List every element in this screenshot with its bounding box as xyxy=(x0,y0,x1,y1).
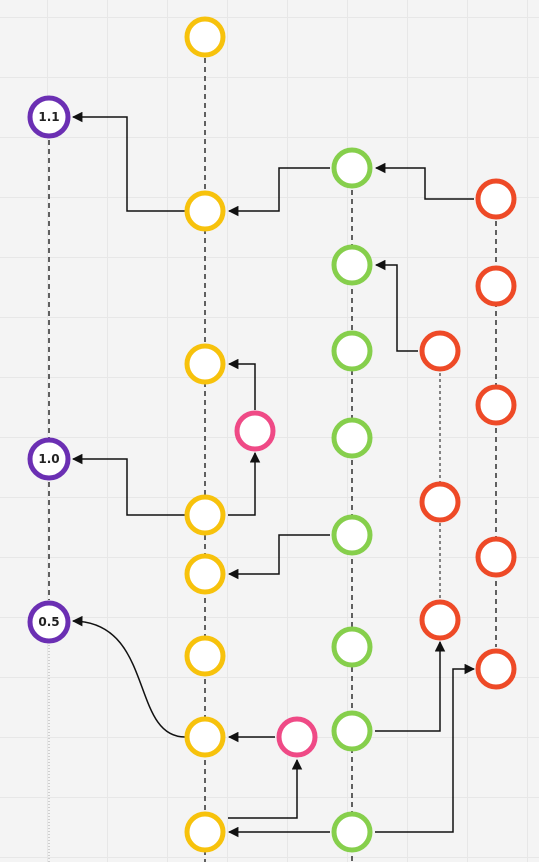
arrow-green-to-yellow xyxy=(227,167,330,217)
release-labels: 1.1 1.0 0.5 xyxy=(38,110,59,629)
branch-lines xyxy=(48,58,497,862)
merge-arrows xyxy=(71,111,476,838)
red-node xyxy=(419,330,461,372)
yellow-node xyxy=(184,811,226,853)
pink-node xyxy=(276,716,318,758)
green-node xyxy=(331,417,373,459)
red-node xyxy=(419,481,461,523)
yellow-node xyxy=(184,494,226,536)
red-node xyxy=(475,178,517,220)
yellow-node xyxy=(184,553,226,595)
yellow-node xyxy=(184,716,226,758)
red-node xyxy=(475,648,517,690)
arrow-red-to-green xyxy=(374,162,474,200)
yellow-node xyxy=(184,635,226,677)
arrow-yellow-to-0-5 xyxy=(71,615,186,738)
release-node-1-1 xyxy=(27,95,71,139)
arrow-green-to-red xyxy=(375,640,446,732)
green-node xyxy=(331,811,373,853)
red-node xyxy=(475,265,517,307)
release-label-1-1: 1.1 xyxy=(38,110,59,124)
release-node-1-0 xyxy=(27,437,71,481)
release-node-0-5 xyxy=(27,600,71,644)
yellow-node xyxy=(184,190,226,232)
release-label-0-5: 0.5 xyxy=(38,615,59,629)
pink-node xyxy=(234,410,276,452)
arrow-yellow-to-pink xyxy=(228,451,261,516)
red-node xyxy=(475,384,517,426)
red-node xyxy=(419,599,461,641)
green-node xyxy=(331,710,373,752)
yellow-node xyxy=(184,16,226,58)
green-node xyxy=(331,330,373,372)
commit-nodes xyxy=(27,16,517,853)
green-node xyxy=(331,147,373,189)
green-node xyxy=(331,514,373,556)
arrow-yellow-to-1-0 xyxy=(71,453,185,516)
arrow-red-mid-to-green xyxy=(374,259,418,352)
green-node xyxy=(331,244,373,286)
arrow-green-to-yellow-2 xyxy=(227,534,330,580)
yellow-node xyxy=(184,343,226,385)
release-label-1-0: 1.0 xyxy=(38,452,59,466)
arrow-green-to-red-2 xyxy=(375,663,476,833)
red-node xyxy=(475,536,517,578)
arrow-yellow-to-pink-2 xyxy=(228,758,303,819)
arrow-yellow-to-1-1 xyxy=(71,111,185,212)
arrow-pink-to-yellow xyxy=(227,358,256,410)
green-node xyxy=(331,626,373,668)
